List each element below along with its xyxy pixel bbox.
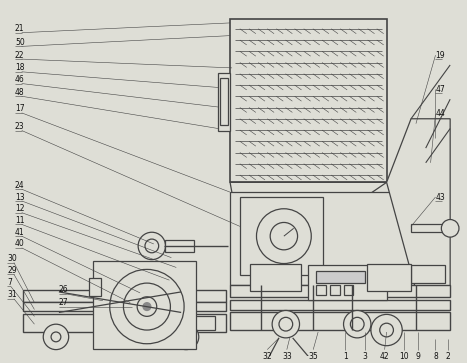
Circle shape <box>51 332 61 342</box>
Text: 1: 1 <box>343 352 348 360</box>
Polygon shape <box>230 182 387 236</box>
Text: 23: 23 <box>15 122 24 131</box>
Bar <box>230 313 450 330</box>
Text: 33: 33 <box>282 352 292 360</box>
Bar <box>23 302 226 311</box>
Bar <box>330 285 340 295</box>
Circle shape <box>272 310 299 338</box>
Circle shape <box>145 239 159 253</box>
Circle shape <box>143 303 151 310</box>
Circle shape <box>138 232 165 260</box>
Bar <box>162 317 215 330</box>
Text: 29: 29 <box>7 266 17 275</box>
Text: 35: 35 <box>308 352 318 360</box>
Circle shape <box>256 209 311 264</box>
Text: 7: 7 <box>7 278 12 287</box>
Circle shape <box>279 317 293 331</box>
Text: 50: 50 <box>15 38 25 47</box>
Bar <box>219 73 230 131</box>
Text: 17: 17 <box>15 105 24 114</box>
Bar <box>23 314 226 332</box>
Bar <box>220 78 228 125</box>
Bar <box>344 285 354 295</box>
Text: 31: 31 <box>7 290 17 299</box>
Circle shape <box>380 323 393 337</box>
Text: 19: 19 <box>436 51 445 60</box>
Text: 27: 27 <box>59 298 69 307</box>
Text: 21: 21 <box>15 24 24 33</box>
Text: 9: 9 <box>416 352 420 360</box>
Bar <box>89 278 101 296</box>
Text: 40: 40 <box>15 240 25 248</box>
Circle shape <box>270 223 297 250</box>
Bar <box>250 264 300 291</box>
Bar <box>23 290 226 302</box>
Bar <box>230 285 450 297</box>
Bar <box>316 285 326 295</box>
Bar <box>411 265 445 283</box>
Text: 44: 44 <box>436 109 445 118</box>
Polygon shape <box>387 119 450 290</box>
Text: 11: 11 <box>15 216 24 225</box>
Text: 46: 46 <box>15 75 25 84</box>
Bar <box>230 19 387 182</box>
Circle shape <box>371 314 402 346</box>
Text: 48: 48 <box>15 88 24 97</box>
Circle shape <box>43 324 69 350</box>
Text: 47: 47 <box>436 85 445 94</box>
Circle shape <box>110 269 184 344</box>
Text: 12: 12 <box>15 204 24 213</box>
Bar <box>230 300 450 310</box>
Bar <box>411 224 450 232</box>
Bar <box>367 264 411 291</box>
Text: 30: 30 <box>7 254 17 263</box>
Circle shape <box>173 324 199 350</box>
Text: 26: 26 <box>59 285 69 294</box>
Circle shape <box>350 317 364 331</box>
Bar <box>240 197 323 275</box>
Circle shape <box>344 310 371 338</box>
Text: 10: 10 <box>399 352 409 360</box>
Text: 24: 24 <box>15 181 24 190</box>
Text: 18: 18 <box>15 64 24 72</box>
Bar <box>93 261 196 348</box>
Circle shape <box>123 283 170 330</box>
Text: 43: 43 <box>436 192 445 201</box>
Bar <box>230 192 416 285</box>
Circle shape <box>181 332 191 342</box>
Bar <box>164 240 194 252</box>
Text: 41: 41 <box>15 228 24 237</box>
Text: 22: 22 <box>15 51 24 60</box>
Circle shape <box>137 297 157 317</box>
Bar <box>316 272 365 283</box>
Circle shape <box>441 220 459 237</box>
Text: 42: 42 <box>380 352 389 360</box>
Text: 13: 13 <box>15 192 24 201</box>
Text: 2: 2 <box>446 352 451 360</box>
Bar <box>308 265 387 300</box>
Text: 32: 32 <box>262 352 272 360</box>
Text: 8: 8 <box>433 352 438 360</box>
Polygon shape <box>240 236 308 261</box>
Text: 3: 3 <box>362 352 368 360</box>
